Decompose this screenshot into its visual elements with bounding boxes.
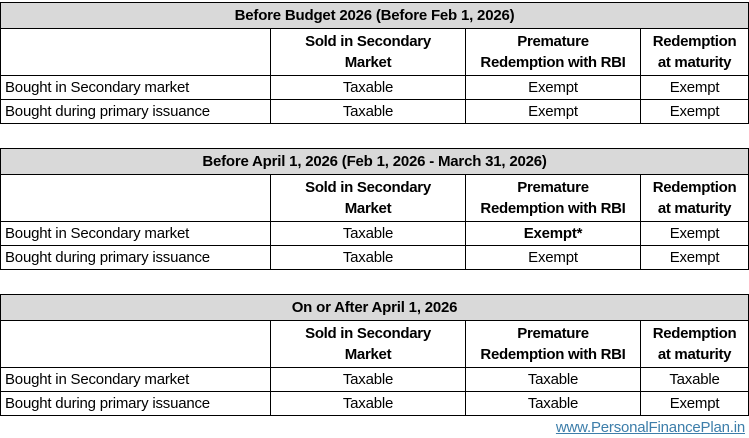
column-header-line: at maturity bbox=[657, 346, 732, 363]
value-cell: Taxable bbox=[270, 245, 466, 270]
column-header-premature-redemption: Premature Redemption with RBI bbox=[465, 320, 641, 368]
column-header-line: Market bbox=[344, 200, 392, 217]
column-header-premature-redemption: Premature Redemption with RBI bbox=[465, 28, 641, 76]
row-label: Bought during primary issuance bbox=[0, 99, 271, 124]
column-header-line: Redemption bbox=[652, 179, 737, 196]
column-header-line: at maturity bbox=[657, 200, 732, 217]
column-header-line: Premature bbox=[517, 325, 589, 342]
value-cell: Exempt bbox=[465, 75, 641, 100]
column-header-redemption-maturity: Redemption at maturity bbox=[639, 174, 749, 222]
column-header-line: Sold in Secondary bbox=[305, 33, 431, 50]
value-cell: Exempt bbox=[639, 391, 749, 416]
value-cell: Exempt bbox=[639, 245, 749, 270]
table-header-row: Sold in Secondary Market Premature Redem… bbox=[0, 320, 749, 368]
footer: www.PersonalFinancePlan.in bbox=[0, 416, 749, 438]
table-row: Bought in Secondary market Taxable Taxab… bbox=[0, 367, 749, 392]
table-title: On or After April 1, 2026 bbox=[0, 294, 749, 321]
column-header-line: Redemption bbox=[652, 33, 737, 50]
value-cell: Exempt bbox=[639, 75, 749, 100]
table-row: Bought in Secondary market Taxable Exemp… bbox=[0, 221, 749, 246]
table-title: Before Budget 2026 (Before Feb 1, 2026) bbox=[0, 2, 749, 29]
table-header-row: Sold in Secondary Market Premature Redem… bbox=[0, 28, 749, 76]
table-row: Bought in Secondary market Taxable Exemp… bbox=[0, 75, 749, 100]
value-cell: Taxable bbox=[270, 367, 466, 392]
value-cell: Exempt bbox=[465, 99, 641, 124]
row-label: Bought in Secondary market bbox=[0, 367, 271, 392]
row-label: Bought during primary issuance bbox=[0, 391, 271, 416]
table-title-row: Before Budget 2026 (Before Feb 1, 2026) bbox=[0, 2, 749, 29]
column-header-line: Premature bbox=[517, 33, 589, 50]
value-cell: Taxable bbox=[270, 75, 466, 100]
corner-cell bbox=[0, 320, 271, 368]
column-header-line: Redemption with RBI bbox=[480, 346, 626, 363]
value-cell: Taxable bbox=[270, 99, 466, 124]
value-cell: Taxable bbox=[270, 391, 466, 416]
column-header-line: Market bbox=[344, 346, 392, 363]
column-header-line: Redemption with RBI bbox=[480, 54, 626, 71]
row-label: Bought in Secondary market bbox=[0, 75, 271, 100]
table-before-april-2026: Before April 1, 2026 (Feb 1, 2026 - Marc… bbox=[0, 148, 749, 270]
column-header-line: Sold in Secondary bbox=[305, 179, 431, 196]
column-header-redemption-maturity: Redemption at maturity bbox=[639, 320, 749, 368]
column-header-line: Redemption bbox=[652, 325, 737, 342]
row-label: Bought in Secondary market bbox=[0, 221, 271, 246]
column-header-line: Premature bbox=[517, 179, 589, 196]
column-header-sold-secondary: Sold in Secondary Market bbox=[270, 320, 466, 368]
table-row: Bought during primary issuance Taxable E… bbox=[0, 99, 749, 124]
column-header-redemption-maturity: Redemption at maturity bbox=[639, 28, 749, 76]
table-row: Bought during primary issuance Taxable E… bbox=[0, 245, 749, 270]
value-cell: Taxable bbox=[270, 221, 466, 246]
website-link[interactable]: www.PersonalFinancePlan.in bbox=[555, 419, 745, 436]
column-header-line: at maturity bbox=[657, 54, 732, 71]
column-header-sold-secondary: Sold in Secondary Market bbox=[270, 28, 466, 76]
value-cell: Exempt* bbox=[465, 221, 641, 246]
value-cell: Taxable bbox=[639, 367, 749, 392]
corner-cell bbox=[0, 28, 271, 76]
table-before-budget-2026: Before Budget 2026 (Before Feb 1, 2026) … bbox=[0, 2, 749, 124]
table-header-row: Sold in Secondary Market Premature Redem… bbox=[0, 174, 749, 222]
column-header-line: Market bbox=[344, 54, 392, 71]
column-header-line: Redemption with RBI bbox=[480, 200, 626, 217]
column-header-sold-secondary: Sold in Secondary Market bbox=[270, 174, 466, 222]
column-header-premature-redemption: Premature Redemption with RBI bbox=[465, 174, 641, 222]
corner-cell bbox=[0, 174, 271, 222]
value-cell: Taxable bbox=[465, 367, 641, 392]
value-cell: Exempt bbox=[639, 221, 749, 246]
table-title: Before April 1, 2026 (Feb 1, 2026 - Marc… bbox=[0, 148, 749, 175]
table-title-row: On or After April 1, 2026 bbox=[0, 294, 749, 321]
value-cell: Exempt bbox=[465, 245, 641, 270]
table-title-row: Before April 1, 2026 (Feb 1, 2026 - Marc… bbox=[0, 148, 749, 175]
value-cell: Taxable bbox=[465, 391, 641, 416]
table-on-or-after-april-2026: On or After April 1, 2026 Sold in Second… bbox=[0, 294, 749, 416]
column-header-line: Sold in Secondary bbox=[305, 325, 431, 342]
value-cell: Exempt bbox=[639, 99, 749, 124]
table-row: Bought during primary issuance Taxable T… bbox=[0, 391, 749, 416]
row-label: Bought during primary issuance bbox=[0, 245, 271, 270]
